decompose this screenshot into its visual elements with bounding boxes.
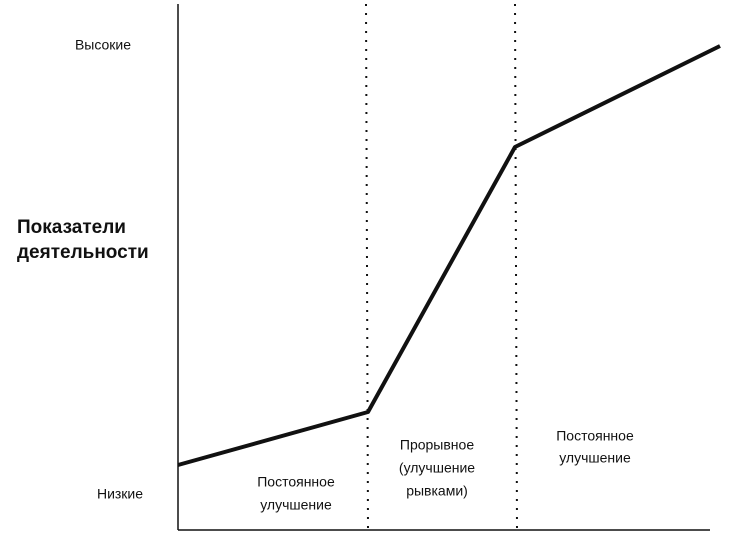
performance-curve <box>177 44 721 467</box>
phase-divider <box>514 3 518 531</box>
phase-label: рывками) <box>406 483 468 499</box>
phase-label: (улучшение <box>399 460 475 476</box>
phase-label: Постоянное <box>257 474 335 490</box>
high-label: Высокие <box>75 37 131 53</box>
phase-label: Постоянное <box>556 428 634 444</box>
phase-divider <box>365 3 369 531</box>
y-title: Показатели <box>17 217 126 238</box>
y-title: деятельности <box>17 242 149 263</box>
low-label: Низкие <box>97 486 143 502</box>
phase-label: Прорывное <box>400 437 474 453</box>
phase-label: улучшение <box>559 450 631 466</box>
phase-label: улучшение <box>260 497 332 513</box>
